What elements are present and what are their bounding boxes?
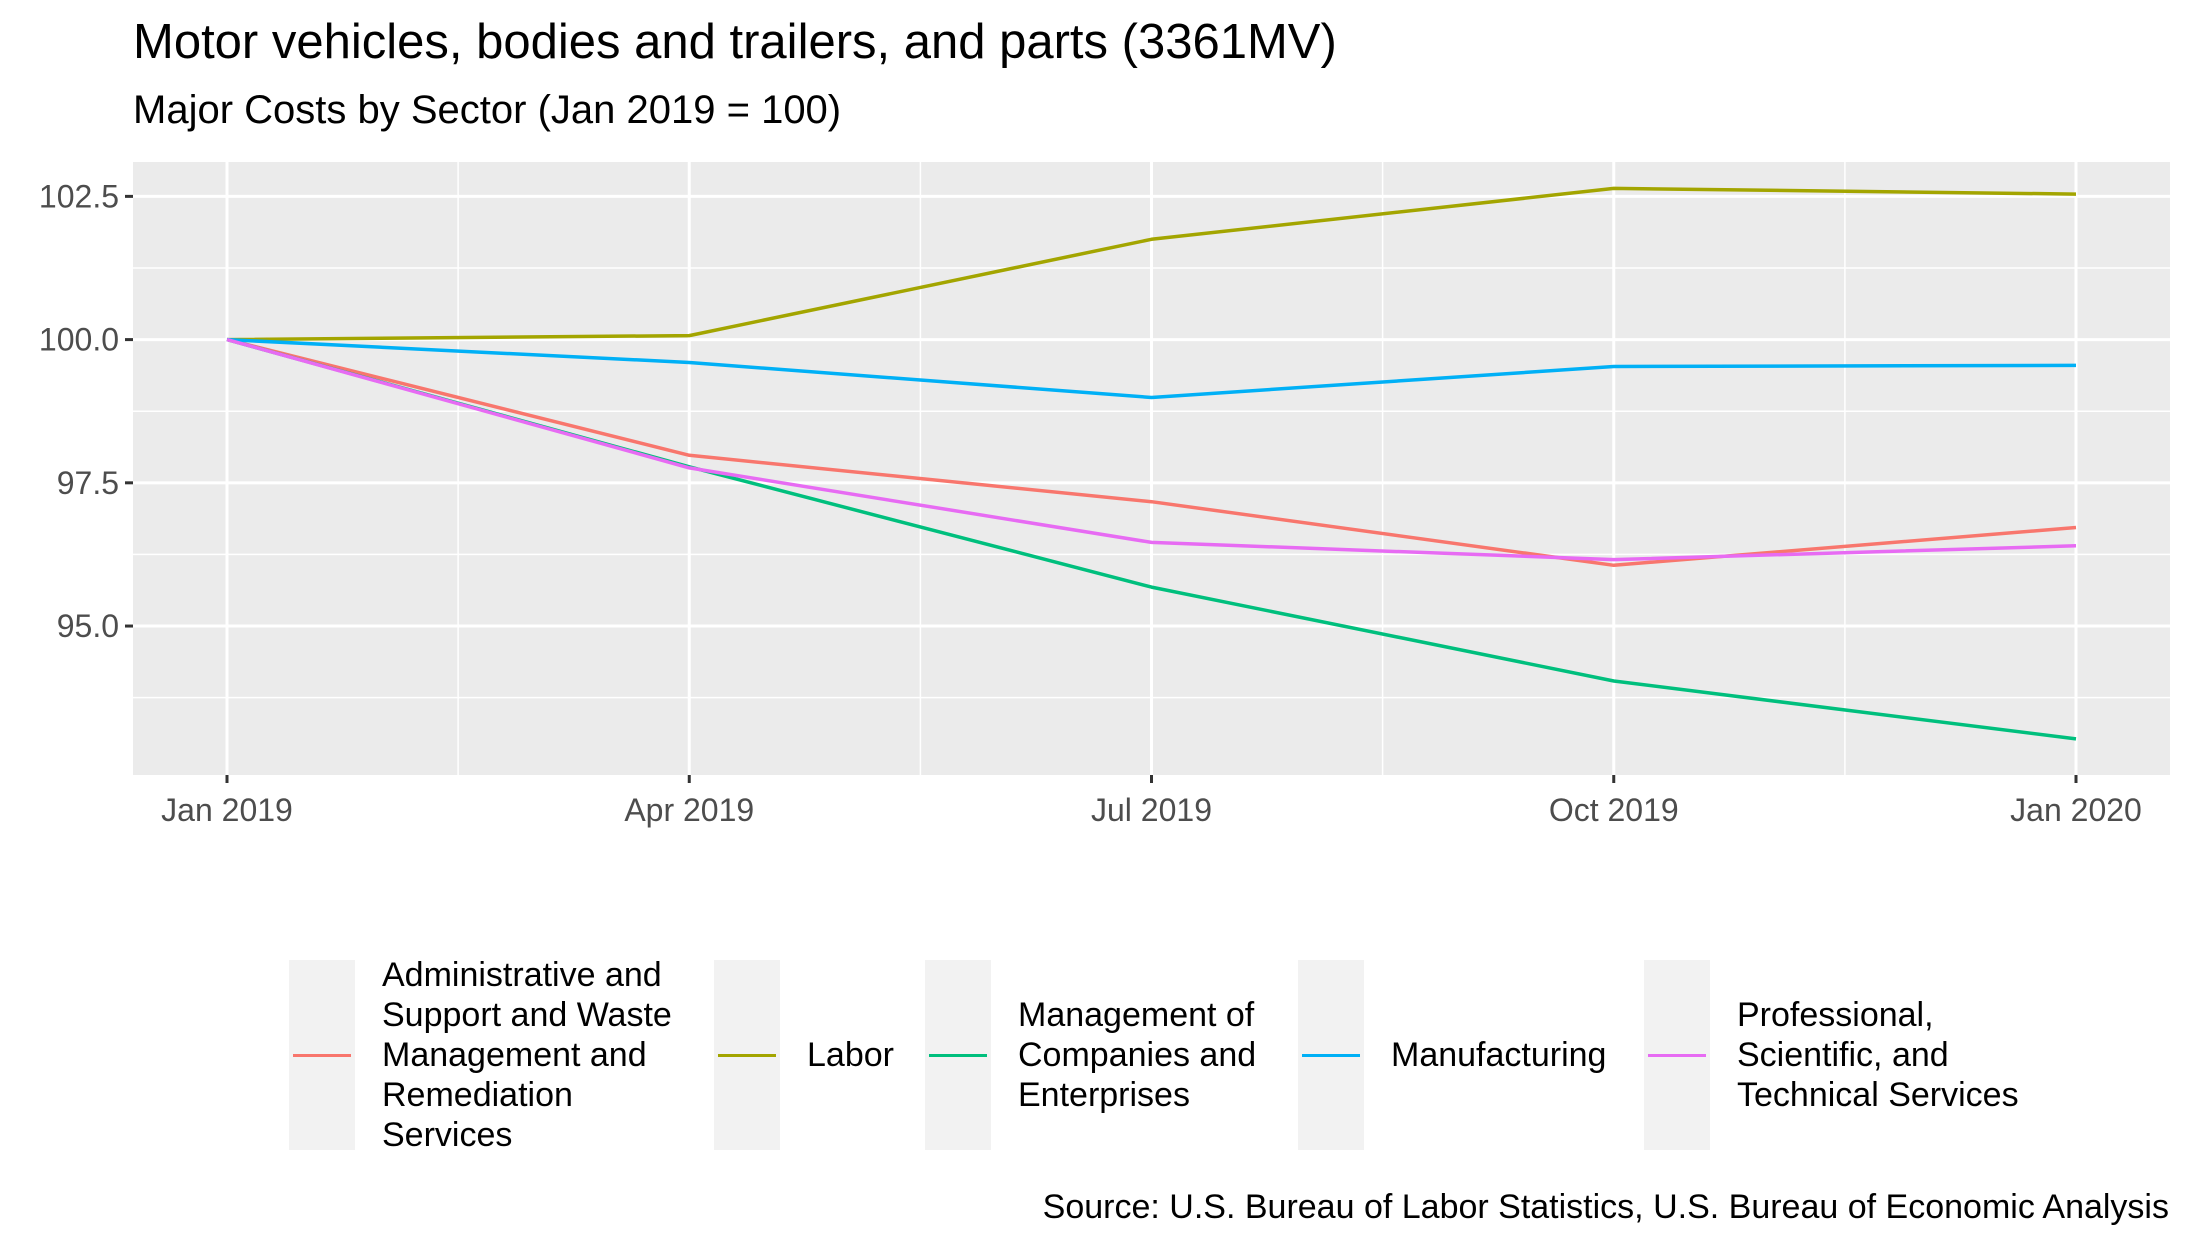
- x-tick-label: Jan 2020: [2010, 792, 2142, 828]
- legend-label: Labor: [807, 1035, 894, 1075]
- legend-label-line: Enterprises: [1018, 1076, 1190, 1114]
- series-line-0: [226, 337, 2077, 568]
- legend-label-line: Labor: [807, 1036, 894, 1074]
- legend-label-line: Support and Waste: [382, 996, 672, 1034]
- legend-swatch: [1302, 1054, 1360, 1057]
- y-tick-label: 97.5: [57, 465, 119, 501]
- series-line-3: [226, 337, 2077, 400]
- legend-label-line: Scientific, and: [1737, 1036, 1949, 1074]
- legend-label: Manufacturing: [1391, 1035, 1606, 1075]
- legend-key: [925, 960, 991, 1150]
- legend-label-line: Remediation: [382, 1076, 573, 1114]
- legend-label-line: Management of: [1018, 996, 1255, 1034]
- legend-swatch: [718, 1054, 776, 1057]
- x-tick-label: Jan 2019: [161, 792, 293, 828]
- chart-subtitle: Major Costs by Sector (Jan 2019 = 100): [133, 88, 842, 132]
- legend-swatch: [1648, 1054, 1706, 1057]
- legend-swatch: [293, 1054, 351, 1057]
- legend-label-line: Technical Services: [1737, 1076, 2019, 1114]
- series-line-1: [226, 186, 2077, 342]
- y-tick-label: 95.0: [57, 608, 119, 644]
- legend: Administrative and Support and Waste Manag…: [0, 955, 2187, 1155]
- x-tick-label: Jul 2019: [1091, 792, 1212, 828]
- source-note: Source: U.S. Bureau of Labor Statistics,…: [1042, 1188, 2169, 1226]
- y-tick-label: 100.0: [39, 322, 119, 358]
- chart-title: Motor vehicles, bodies and trailers, and…: [133, 15, 1337, 69]
- legend-label-line: Professional,: [1737, 996, 1934, 1034]
- legend-label-line: Manufacturing: [1391, 1036, 1607, 1074]
- legend-key: [289, 960, 355, 1150]
- legend-key: [1644, 960, 1710, 1150]
- y-tick-label: 102.5: [39, 178, 119, 214]
- legend-key: [1298, 960, 1364, 1150]
- legend-label: Administrative and Support and Waste Manag…: [382, 955, 672, 1155]
- legend-label-line: Management and: [382, 1036, 647, 1074]
- legend-label-line: Companies and: [1018, 1036, 1257, 1074]
- series-line-4: [226, 337, 2077, 562]
- legend-key: [714, 960, 780, 1150]
- x-tick-label: Apr 2019: [624, 792, 754, 828]
- legend-swatch: [929, 1054, 987, 1057]
- x-tick-label: Oct 2019: [1549, 792, 1679, 828]
- legend-label: Professional, Scientific, and Technical Se…: [1737, 995, 2019, 1115]
- legend-label-line: Administrative and: [382, 956, 662, 994]
- legend-label: Management of Companies and Enterprises: [1018, 995, 1256, 1115]
- legend-label-line: Services: [382, 1116, 513, 1154]
